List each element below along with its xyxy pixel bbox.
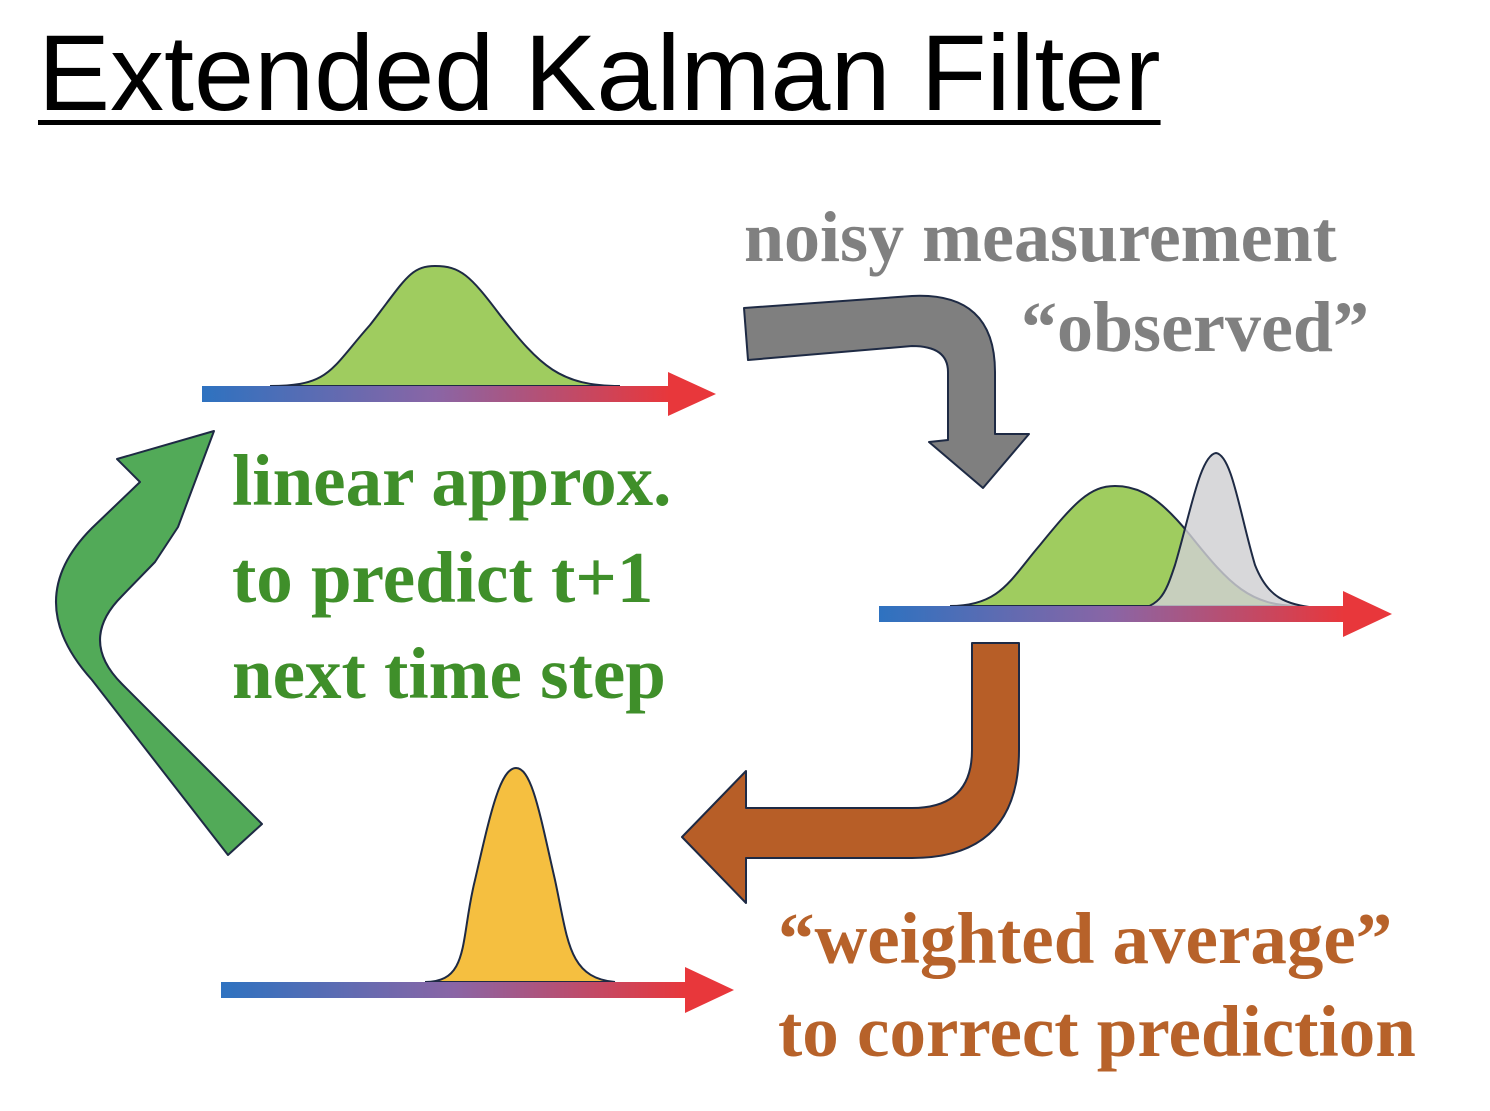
predict-label-line1: linear approx. (232, 440, 672, 521)
predict-label-line2: to predict t+1 (232, 537, 654, 618)
prediction-gaussian (269, 264, 621, 387)
estimate-gaussian (424, 766, 616, 983)
prediction-panel (202, 264, 716, 416)
prediction-axis-arrow-icon (202, 372, 716, 416)
update-label-line1: “weighted average” (778, 898, 1393, 979)
measurement-label-line2: “observed” (1021, 287, 1369, 367)
page-title: Extended Kalman Filter (38, 12, 1161, 133)
measurement-panel (879, 451, 1392, 637)
update-label-line2: to correct prediction (778, 991, 1416, 1072)
measurement-label-line1: noisy measurement (744, 197, 1337, 277)
estimate-axis-arrow-icon (221, 967, 734, 1013)
measurement-axis-arrow-icon (879, 591, 1392, 637)
update-curved-arrow-icon (681, 642, 1020, 904)
predict-curved-arrow-icon (55, 430, 263, 856)
predict-label-line3: next time step (232, 633, 666, 714)
measurement-gaussian (1124, 451, 1317, 611)
estimate-panel (221, 766, 734, 1013)
measurement-curved-arrow-icon (743, 294, 1030, 489)
